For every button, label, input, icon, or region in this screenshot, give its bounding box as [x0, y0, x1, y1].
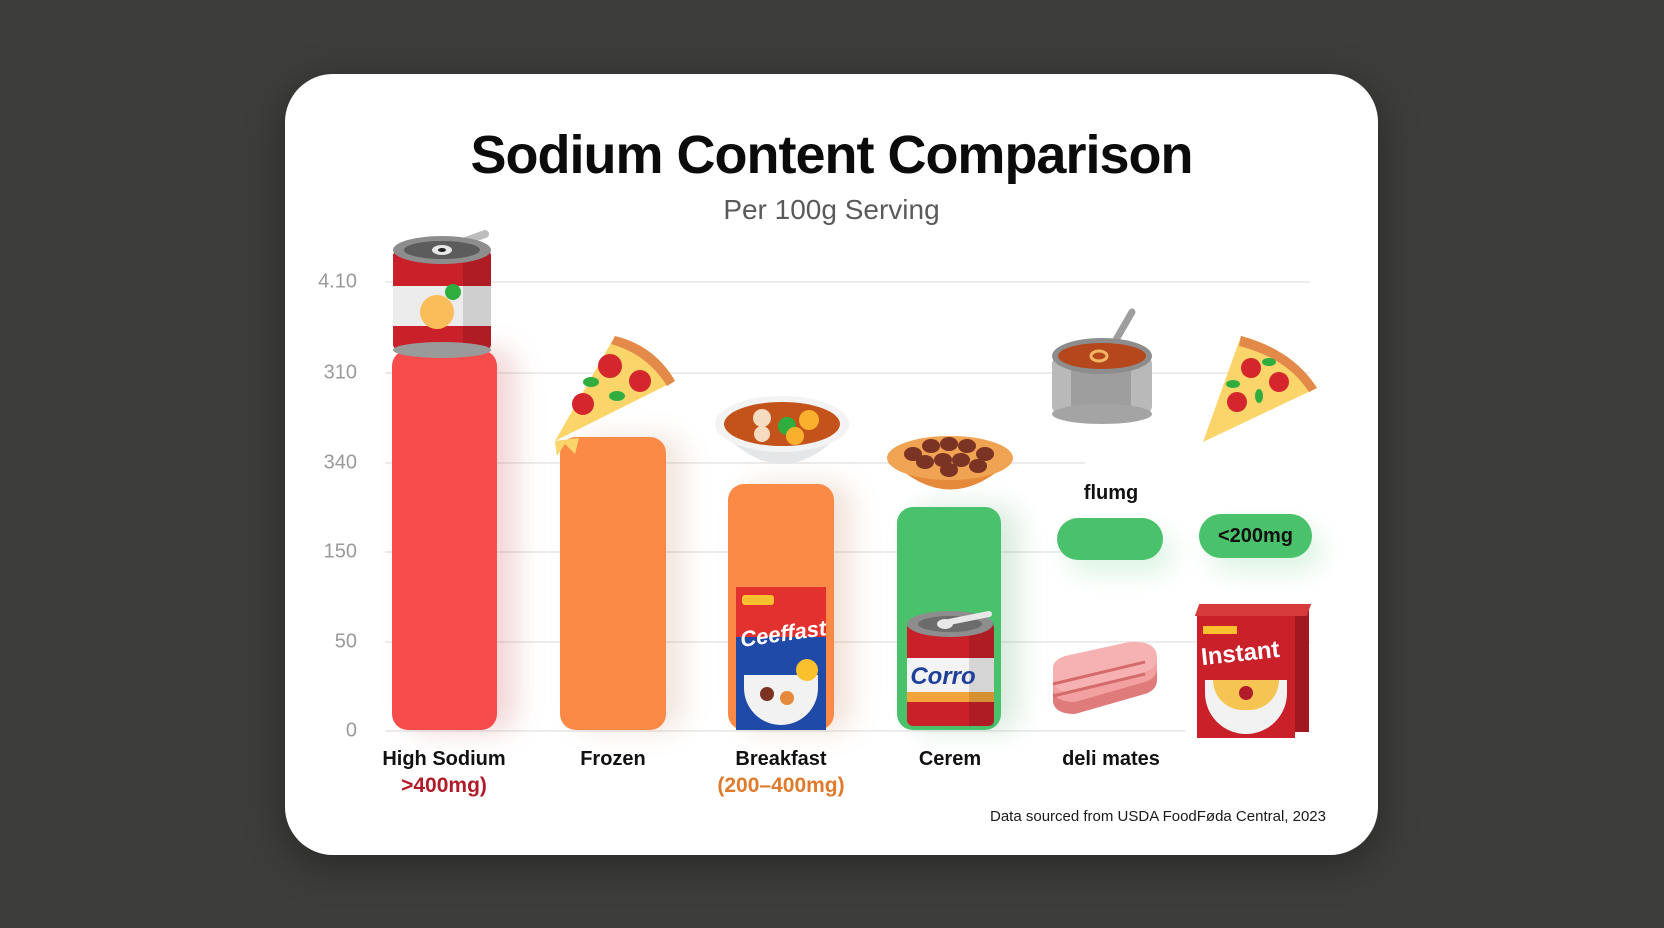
x-sublabel-medium: (200–400mg) [717, 774, 845, 797]
bar-high-sodium[interactable] [392, 350, 497, 730]
low-sodium-pill[interactable]: <200mg [1199, 514, 1312, 558]
source-note: Data sourced from USDA FoodFøda Central,… [990, 808, 1326, 825]
y-tick: 4.10 [318, 270, 357, 293]
chart-card: Sodium Content Comparison Per 100g Servi… [285, 74, 1378, 855]
soup-bowl-icon [715, 396, 849, 464]
instant-noodles-icon: Instant [1194, 604, 1312, 738]
pizza-slice-icon-2 [1203, 336, 1317, 442]
x-label-frozen: Frozen [580, 748, 646, 770]
chart-title: Sodium Content Comparison [470, 125, 1194, 185]
svg-text:Corro: Corro [910, 663, 975, 690]
x-label-breakfast: Breakfast [735, 748, 827, 770]
y-tick: 310 [323, 361, 357, 384]
deli-low-pill[interactable] [1057, 518, 1163, 560]
pizza-slice-icon [555, 336, 675, 456]
gridline-baseline [385, 730, 1185, 732]
gridline [385, 281, 1310, 283]
x-label-deli-mates: deli mates [1062, 748, 1160, 770]
gridline [385, 641, 1310, 643]
gridline [385, 372, 1310, 374]
beans-bowl-icon [887, 436, 1013, 490]
corro-can-icon: Corro [907, 611, 994, 726]
bar-frozen[interactable] [560, 437, 666, 730]
y-tick: 50 [334, 630, 357, 653]
y-tick: 150 [323, 540, 357, 563]
deli-sodium-label: flumg [1083, 482, 1139, 504]
x-sublabel-high: >400mg) [401, 774, 487, 797]
x-label-high-sodium: High Sodium [382, 748, 506, 770]
soup-can-icon [393, 230, 491, 358]
x-label-cerem: Cerem [918, 748, 982, 770]
y-tick: 0 [345, 719, 357, 742]
chart-subtitle: Per 100g Serving [723, 194, 940, 225]
cereal-box-icon: Ceeffast [736, 587, 826, 730]
y-tick: 340 [323, 451, 357, 474]
soup-pot-icon [1052, 308, 1152, 424]
gridline [385, 462, 1085, 464]
deli-meat-icon [1052, 641, 1157, 714]
